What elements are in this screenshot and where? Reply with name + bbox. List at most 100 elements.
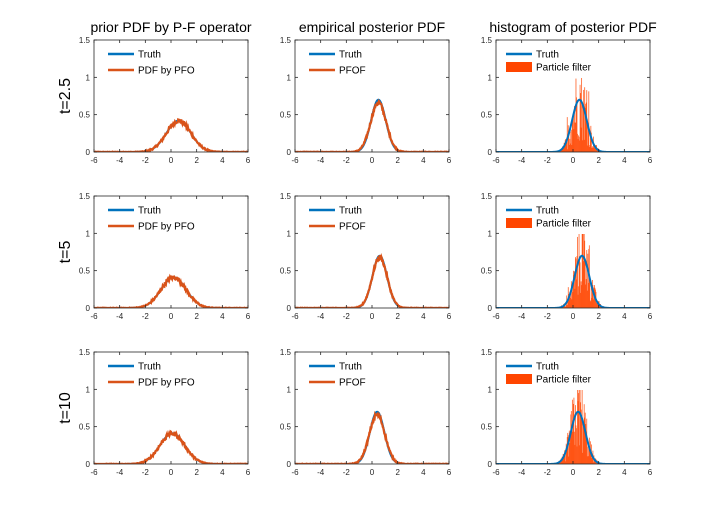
y-tick-label: 1.5 — [280, 192, 292, 201]
x-tick-label: -2 — [343, 156, 351, 165]
x-tick-label: -2 — [142, 156, 150, 165]
histogram-bar — [563, 305, 565, 308]
histogram-bar — [592, 285, 594, 308]
histogram-bar — [568, 293, 570, 308]
legend: Truth Particle filter — [504, 200, 592, 234]
legend-label: PDF by PFO — [138, 222, 195, 233]
x-tick-label: -2 — [544, 312, 552, 321]
histogram-bar — [585, 103, 587, 152]
histogram-bar — [575, 258, 577, 308]
x-tick-label: -2 — [343, 312, 351, 321]
legend-label: Truth — [536, 50, 559, 61]
histogram-bar — [569, 291, 571, 308]
histogram-bar — [589, 145, 591, 152]
x-tick-label: 0 — [370, 468, 375, 477]
histogram-bar — [591, 279, 593, 308]
x-tick-label: -6 — [291, 312, 299, 321]
histogram-bar — [582, 104, 584, 152]
x-tick-label: 0 — [571, 312, 576, 321]
histogram-bar — [577, 401, 579, 464]
histogram-bar — [582, 233, 584, 308]
histogram-bar — [583, 89, 585, 152]
histogram-bar — [573, 270, 574, 308]
histogram-bar — [577, 133, 578, 152]
histogram-bar — [582, 233, 584, 308]
plot-content — [496, 375, 650, 464]
histogram-bar — [560, 460, 561, 464]
x-tick-label: -4 — [317, 468, 325, 477]
histogram-bar — [576, 446, 578, 464]
histogram-bar — [584, 107, 586, 152]
y-tick-label: 0.5 — [79, 423, 91, 432]
histogram-bar — [577, 139, 579, 152]
y-tick-label: 0 — [287, 304, 292, 313]
histogram-bar — [584, 261, 586, 308]
histogram-bar — [575, 425, 577, 464]
histogram-bar — [587, 446, 589, 464]
x-tick-label: 6 — [246, 468, 251, 477]
plot-content — [496, 69, 650, 152]
legend-label: Truth — [138, 362, 161, 373]
x-tick-label: 6 — [648, 156, 653, 165]
histogram-bar — [565, 138, 567, 152]
histogram-bar — [579, 84, 581, 152]
histogram-bar — [574, 122, 576, 152]
legend: Truth Particle filter — [504, 356, 592, 390]
histogram-bar — [574, 444, 576, 464]
histogram-bar — [576, 428, 577, 464]
legend-swatch-particle-filter — [506, 62, 532, 72]
histogram-bar — [588, 448, 590, 464]
legend-label: Truth — [138, 206, 161, 217]
histogram-bar — [594, 461, 596, 464]
y-tick-label: 0 — [86, 460, 91, 469]
histogram-bar — [569, 438, 571, 464]
histogram-bar — [564, 142, 566, 152]
histogram-bar — [594, 147, 595, 152]
legend-label: Particle filter — [536, 375, 592, 386]
histogram-bar — [591, 146, 593, 152]
histogram-bar — [567, 299, 569, 308]
x-tick-label: 6 — [447, 468, 452, 477]
x-tick-label: -6 — [291, 156, 299, 165]
row-label-3: t=10 — [57, 392, 74, 424]
x-tick-label: -6 — [90, 312, 98, 321]
column-title-2: empirical posterior PDF — [299, 19, 445, 35]
x-tick-label: 4 — [421, 156, 426, 165]
histogram-bar — [586, 250, 588, 308]
x-tick-label: 0 — [571, 468, 576, 477]
histogram-bar — [568, 456, 570, 464]
y-tick-label: 0.5 — [79, 267, 91, 276]
histogram-bar — [572, 431, 574, 464]
histogram-bar — [590, 301, 592, 308]
legend-swatch-particle-filter — [506, 374, 532, 384]
legend-label: Particle filter — [536, 63, 592, 74]
subplot-r1-c1: -6 -4 -2 0 2 4 6 0 0.5 1 1.5 Truth PDF by PFO — [79, 36, 251, 165]
histogram-bar — [581, 69, 583, 152]
subplot-r1-c2: -6 -4 -2 0 2 4 6 0 0.5 1 1.5 Truth PFOF — [280, 36, 452, 165]
histogram-bar — [565, 443, 567, 464]
legend-box — [504, 356, 588, 390]
x-tick-label: 4 — [220, 468, 225, 477]
subplot-r1-c3: -6 -4 -2 0 2 4 6 0 0.5 1 1.5 Truth Particle filter — [481, 36, 653, 165]
y-tick-label: 1 — [287, 229, 292, 238]
subplot-r2-c3: -6 -4 -2 0 2 4 6 0 0.5 1 1.5 Truth Particle filter — [481, 192, 653, 321]
histogram-bar — [575, 78, 577, 152]
y-tick-label: 1.5 — [481, 348, 493, 357]
histogram-bar — [585, 424, 587, 464]
histogram-bar — [590, 287, 592, 308]
y-tick-label: 1.5 — [79, 348, 91, 357]
legend-label: Truth — [536, 206, 559, 217]
x-tick-label: 4 — [622, 468, 627, 477]
row-label-2: t=5 — [57, 241, 74, 264]
histogram-bar — [587, 282, 589, 308]
y-tick-label: 0 — [488, 304, 493, 313]
y-tick-label: 0.5 — [280, 267, 292, 276]
histogram-bar — [570, 414, 572, 464]
y-tick-label: 0 — [287, 148, 292, 157]
histogram-bar — [597, 150, 598, 152]
histogram-bar — [569, 143, 571, 152]
histogram-bar — [583, 404, 585, 464]
histogram-bar — [591, 454, 593, 464]
histogram-bar — [564, 306, 566, 308]
legend-box — [504, 200, 588, 234]
